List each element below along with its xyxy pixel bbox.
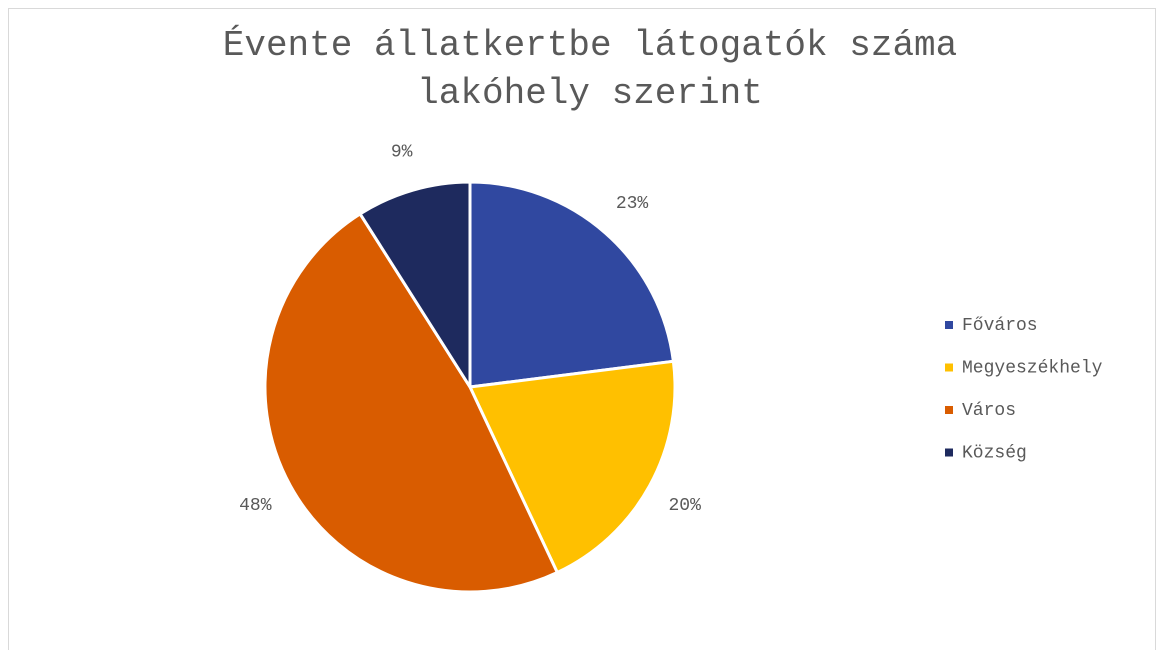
data-label: 48% xyxy=(239,496,272,516)
chart-title: Évente állatkertbe látogatók száma lakóh… xyxy=(222,25,958,114)
legend-label: Város xyxy=(962,401,1016,421)
legend-label: Főváros xyxy=(962,316,1038,336)
legend-swatch xyxy=(945,363,953,372)
legend-swatch xyxy=(945,406,953,414)
chart-frame xyxy=(8,8,1156,650)
data-label: 23% xyxy=(616,194,649,214)
legend-swatch xyxy=(945,321,953,329)
pie-slice xyxy=(467,359,677,575)
legend-label: Megyeszékhely xyxy=(962,358,1103,378)
pie-slice xyxy=(468,180,676,389)
data-label: 20% xyxy=(668,496,701,516)
pie-slice xyxy=(263,211,560,594)
legend-label: Község xyxy=(962,443,1027,463)
data-label: 9% xyxy=(391,142,413,162)
pie-slice xyxy=(358,180,472,393)
legend-swatch xyxy=(945,448,953,457)
